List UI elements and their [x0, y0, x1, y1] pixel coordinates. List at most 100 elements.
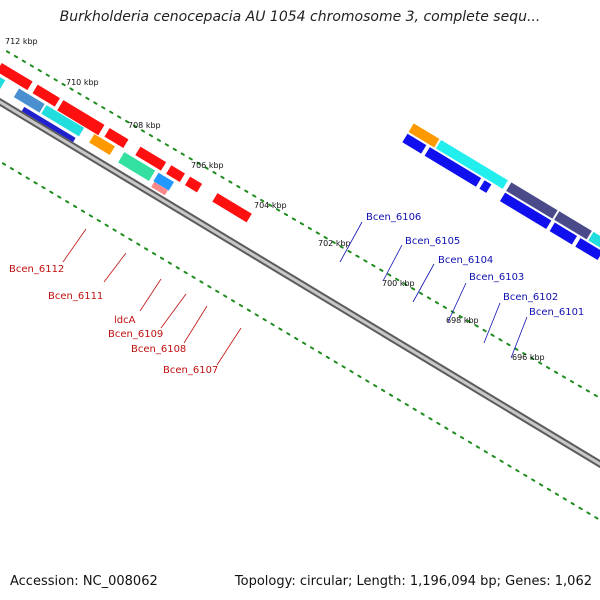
gene-labels-bottom: Bcen_6112 Bcen_6111 ldcA Bcen_6109 Bcen_…	[9, 228, 242, 376]
scale-tick	[112, 228, 117, 232]
scale-tick	[498, 338, 503, 342]
scale-tick	[88, 214, 93, 218]
scale-tick	[553, 370, 559, 374]
gene-label[interactable]: Bcen_6108	[131, 344, 186, 355]
gene-block	[118, 152, 156, 181]
gene-label[interactable]: Bcen_6104	[438, 255, 493, 266]
scale-tick	[309, 346, 315, 350]
scale-tick	[29, 64, 34, 68]
scale-tick	[507, 464, 512, 468]
scale-tick	[132, 124, 138, 128]
scale-tick	[323, 236, 328, 240]
scale-tick	[53, 78, 58, 82]
scale-tick	[299, 222, 305, 226]
scale-tick	[467, 440, 473, 445]
gene-block	[41, 105, 85, 137]
gene-block	[408, 123, 440, 148]
scale-tick	[96, 218, 101, 223]
gene-label[interactable]: Bcen_6103	[469, 272, 524, 283]
scale-tick	[57, 195, 62, 199]
scale-tick	[562, 497, 567, 501]
accession-label: Accession: NC_008062	[10, 574, 158, 589]
scale-tick	[220, 175, 225, 179]
scale-tick	[530, 356, 535, 361]
scale-tick	[25, 176, 30, 180]
scale-tick	[404, 402, 409, 407]
gene-label[interactable]: Bcen_6107	[163, 365, 218, 376]
scale-tick	[357, 374, 362, 378]
scale-label-708: 708 kbp	[128, 121, 161, 130]
scale-tick	[585, 389, 590, 393]
scale-label-702: 702 kbp	[318, 239, 351, 248]
scale-tick	[286, 332, 291, 336]
gene-block	[402, 133, 427, 154]
scale-tick	[61, 82, 66, 87]
scale-tick	[37, 68, 42, 73]
scale-tick	[17, 171, 22, 176]
scale-tick	[21, 59, 27, 63]
scale-label-696: 696 kbp	[512, 353, 545, 362]
scale-tick	[302, 341, 307, 345]
scale-tick	[215, 289, 220, 294]
scale-tick	[418, 291, 424, 296]
gene-block	[32, 84, 60, 107]
scale-tick	[387, 273, 392, 277]
forward-strand-genes[interactable]	[0, 35, 252, 240]
scale-tick	[191, 275, 196, 279]
gene-label[interactable]: Bcen_6111	[48, 291, 103, 302]
scale-tick	[236, 184, 241, 189]
scale-label-710: 710 kbp	[66, 78, 99, 87]
scale-tick	[144, 247, 149, 251]
scale-tick	[365, 379, 370, 383]
scale-tick	[325, 355, 330, 360]
gene-block	[435, 139, 508, 189]
scale-tick	[228, 180, 233, 184]
scale-tick	[283, 212, 289, 217]
scale-tick	[561, 375, 567, 379]
scale-tick	[333, 360, 338, 364]
scale-tick	[546, 487, 552, 492]
gene-block	[424, 147, 482, 187]
scale-tick	[278, 327, 283, 331]
gene-label[interactable]: Bcen_6101	[529, 307, 584, 318]
gene-label[interactable]: ldcA	[114, 315, 136, 326]
scale-tick	[594, 516, 599, 520]
scale-label-704: 704 kbp	[254, 201, 287, 210]
scale-tick	[339, 245, 344, 249]
scale-tick	[554, 492, 559, 496]
scale-tick	[570, 502, 575, 506]
scale-tick	[538, 361, 543, 365]
scale-tick	[80, 209, 86, 213]
scale-tick	[515, 468, 520, 473]
scale-tick	[252, 194, 257, 198]
scale-tick	[482, 328, 487, 333]
scale-tick	[514, 347, 519, 351]
gene-label[interactable]: Bcen_6106	[366, 212, 421, 223]
scale-tick	[355, 254, 360, 258]
scale-tick	[474, 324, 479, 328]
gene-block	[499, 192, 552, 230]
scale-tick	[65, 200, 70, 204]
scale-tick	[93, 101, 98, 105]
scale-tick	[410, 287, 416, 291]
scale-label-698: 698 kbp	[446, 316, 479, 325]
gene-label[interactable]: Bcen_6105	[405, 236, 460, 247]
scale-tick	[120, 233, 125, 237]
reverse-strand-genes[interactable]	[402, 123, 600, 300]
gene-block	[104, 128, 129, 148]
scale-tick	[444, 426, 449, 430]
gene-label[interactable]: Bcen_6112	[9, 264, 64, 275]
gene-label[interactable]: Bcen_6102	[503, 292, 558, 303]
scale-tick	[363, 259, 368, 263]
gene-block	[549, 222, 578, 245]
scale-tick	[341, 365, 346, 369]
scale-tick	[317, 351, 323, 355]
scale-tick	[531, 478, 536, 482]
scale-tick	[522, 352, 527, 356]
gene-block	[151, 181, 168, 196]
scale-tick	[33, 181, 38, 185]
gene-label[interactable]: Bcen_6109	[108, 329, 163, 340]
scale-tick	[459, 435, 465, 440]
scale-tick	[428, 417, 433, 421]
